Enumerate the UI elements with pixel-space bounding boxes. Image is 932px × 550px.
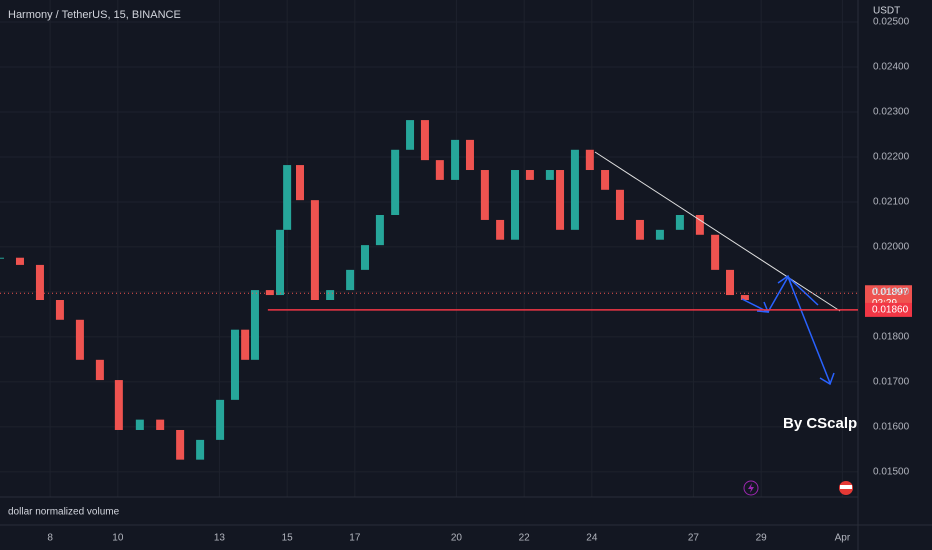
x-tick-label: Apr bbox=[835, 533, 851, 544]
x-tick-label: 17 bbox=[349, 533, 361, 544]
candle bbox=[95, 359, 104, 381]
candle bbox=[711, 234, 720, 270]
current-price-label: 0.01897 bbox=[872, 287, 909, 298]
candle bbox=[310, 200, 319, 300]
candle bbox=[176, 429, 185, 460]
x-tick-label: 8 bbox=[47, 533, 53, 544]
unit-label: USDT bbox=[873, 6, 900, 17]
candle bbox=[480, 170, 489, 220]
candle bbox=[545, 170, 554, 180]
trend-line bbox=[594, 151, 841, 312]
volume-label: dollar normalized volume bbox=[8, 507, 120, 518]
candle bbox=[241, 329, 250, 360]
candle bbox=[635, 219, 644, 240]
y-tick-label: 0.02400 bbox=[873, 62, 910, 73]
candle bbox=[435, 160, 444, 180]
candle bbox=[265, 290, 274, 296]
chart-title: Harmony / TetherUS, 15, BINANCE bbox=[8, 9, 181, 21]
candle bbox=[511, 170, 520, 240]
candle bbox=[406, 120, 415, 150]
candle bbox=[346, 269, 355, 291]
y-tick-label: 0.01600 bbox=[873, 421, 910, 432]
candle bbox=[675, 214, 684, 230]
candle bbox=[601, 170, 610, 190]
y-tick-label: 0.02100 bbox=[873, 197, 910, 208]
candle bbox=[295, 165, 304, 201]
candle bbox=[75, 319, 84, 360]
candle bbox=[250, 290, 259, 360]
y-tick-label: 0.02300 bbox=[873, 107, 910, 118]
candle bbox=[283, 165, 292, 230]
x-tick-label: 13 bbox=[214, 533, 226, 544]
candle bbox=[556, 170, 565, 230]
x-tick-label: 24 bbox=[586, 533, 598, 544]
candle bbox=[695, 214, 704, 235]
x-tick-label: 20 bbox=[451, 533, 463, 544]
candle bbox=[35, 264, 44, 300]
overlay: 0.0189702:290.01860 bbox=[0, 285, 912, 317]
candle bbox=[326, 290, 335, 300]
candle bbox=[135, 419, 144, 430]
arrow-head bbox=[819, 372, 835, 386]
candle bbox=[615, 189, 624, 220]
candle bbox=[391, 149, 400, 215]
y-tick-label: 0.02000 bbox=[873, 242, 910, 253]
y-tick-label: 0.01800 bbox=[873, 332, 910, 343]
candle bbox=[216, 399, 225, 440]
candle bbox=[196, 439, 205, 460]
candles bbox=[0, 120, 749, 460]
arrow-down bbox=[787, 276, 831, 384]
candle bbox=[55, 299, 64, 320]
x-tick-label: 22 bbox=[519, 533, 531, 544]
candle bbox=[114, 380, 123, 430]
x-tick-label: 27 bbox=[688, 533, 700, 544]
lightning-glyph bbox=[748, 483, 754, 493]
candle bbox=[276, 229, 285, 296]
candle bbox=[465, 139, 474, 171]
candle bbox=[525, 170, 534, 180]
candle bbox=[420, 120, 429, 161]
x-tick-label: 15 bbox=[282, 533, 294, 544]
x-tick-label: 29 bbox=[756, 533, 768, 544]
lightning-icon[interactable] bbox=[743, 480, 759, 496]
arrow-path bbox=[741, 275, 819, 313]
x-tick-label: 10 bbox=[112, 533, 124, 544]
y-tick-label: 0.02500 bbox=[873, 17, 910, 28]
y-tick-label: 0.01500 bbox=[873, 466, 910, 477]
candle bbox=[451, 139, 460, 180]
support-label: 0.01860 bbox=[872, 305, 909, 316]
support-box bbox=[865, 302, 912, 317]
candle bbox=[375, 214, 384, 246]
flag-stripe bbox=[840, 485, 852, 489]
candle bbox=[361, 245, 370, 270]
candle bbox=[740, 295, 749, 300]
candle bbox=[156, 419, 165, 430]
candle bbox=[570, 149, 579, 230]
author-annotation: By CScalp bbox=[783, 415, 857, 432]
candle bbox=[15, 257, 24, 265]
arrow-head bbox=[756, 301, 770, 313]
candle bbox=[496, 219, 505, 240]
y-tick-label: 0.01900 bbox=[873, 287, 910, 298]
forecast-arrows bbox=[741, 274, 835, 386]
candle bbox=[655, 229, 664, 240]
candle bbox=[726, 269, 735, 296]
y-tick-label: 0.01700 bbox=[873, 376, 910, 387]
event-icons bbox=[743, 480, 853, 496]
y-tick-label: 0.02200 bbox=[873, 152, 910, 163]
candle bbox=[585, 149, 594, 171]
candle bbox=[0, 257, 4, 259]
candle bbox=[230, 329, 239, 400]
arrow-head bbox=[777, 274, 793, 288]
